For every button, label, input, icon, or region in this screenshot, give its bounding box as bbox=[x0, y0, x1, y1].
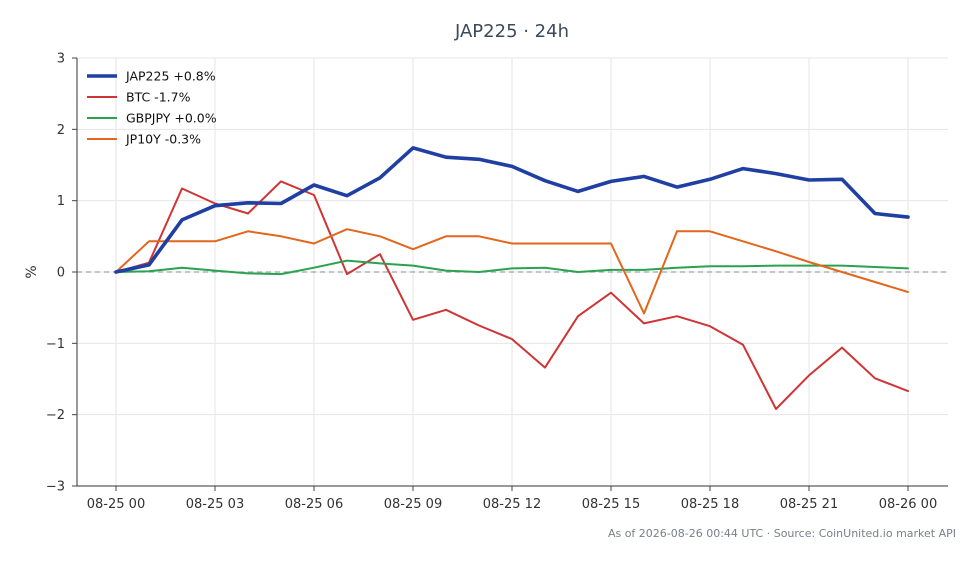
x-tick-label: 08-25 09 bbox=[384, 497, 442, 512]
chart-title: JAP225 · 24h bbox=[454, 21, 569, 42]
source-footnote: As of 2026-08-26 00:44 UTC · Source: Coi… bbox=[608, 527, 956, 540]
series-line-jap225 bbox=[114, 146, 910, 274]
x-tick-label: 08-25 12 bbox=[483, 497, 541, 512]
x-tick-label: 08-25 15 bbox=[582, 497, 640, 512]
x-tick-label: 08-25 06 bbox=[285, 497, 343, 512]
x-tick-label: 08-25 18 bbox=[681, 497, 739, 512]
y-axis-ticks: −3 −2 −1 0 1 2 3 bbox=[46, 52, 77, 495]
x-axis-ticks: 08-25 00 08-25 03 08-25 06 08-25 09 08-25 12… bbox=[87, 486, 937, 512]
y-tick-label: −1 bbox=[46, 337, 65, 352]
y-tick-label: −3 bbox=[46, 480, 65, 495]
series-lines bbox=[114, 146, 910, 410]
x-tick-label: 08-25 03 bbox=[186, 497, 244, 512]
x-tick-label: 08-25 21 bbox=[780, 497, 838, 512]
y-tick-label: 1 bbox=[57, 194, 65, 209]
legend-label: JP10Y -0.3% bbox=[125, 132, 201, 147]
y-tick-label: 2 bbox=[57, 123, 65, 138]
series-line-btc bbox=[115, 180, 909, 410]
series-line-gbpjpy bbox=[115, 259, 909, 276]
legend-label: GBPJPY +0.0% bbox=[126, 111, 217, 126]
legend-label: JAP225 +0.8% bbox=[125, 69, 216, 84]
y-tick-label: 3 bbox=[57, 52, 65, 67]
y-axis-label: % bbox=[24, 265, 40, 278]
series-line-jp10y bbox=[115, 228, 909, 315]
x-tick-label: 08-25 00 bbox=[87, 497, 145, 512]
legend: JAP225 +0.8% BTC -1.7% GBPJPY +0.0% JP10Y -… bbox=[87, 69, 217, 147]
x-tick-label: 08-26 00 bbox=[879, 497, 937, 512]
y-tick-label: −2 bbox=[46, 408, 65, 423]
legend-label: BTC -1.7% bbox=[126, 90, 191, 105]
y-tick-label: 0 bbox=[57, 266, 65, 281]
